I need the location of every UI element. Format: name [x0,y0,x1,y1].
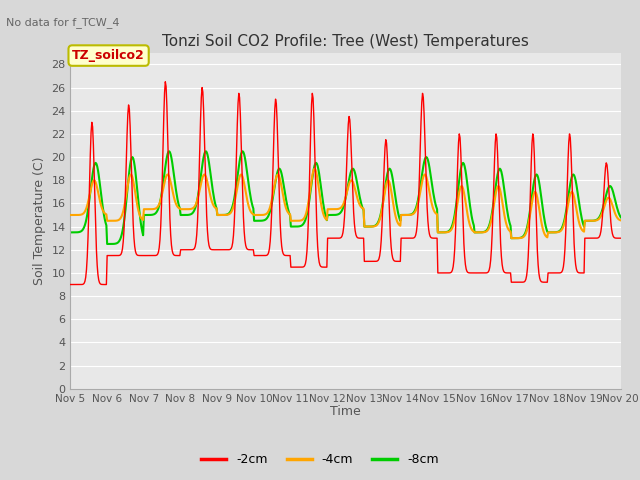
Text: TZ_soilco2: TZ_soilco2 [72,49,145,62]
Text: No data for f_TCW_4: No data for f_TCW_4 [6,17,120,28]
Title: Tonzi Soil CO2 Profile: Tree (West) Temperatures: Tonzi Soil CO2 Profile: Tree (West) Temp… [162,34,529,49]
Legend: -2cm, -4cm, -8cm: -2cm, -4cm, -8cm [196,448,444,471]
X-axis label: Time: Time [330,405,361,418]
Y-axis label: Soil Temperature (C): Soil Temperature (C) [33,156,45,285]
